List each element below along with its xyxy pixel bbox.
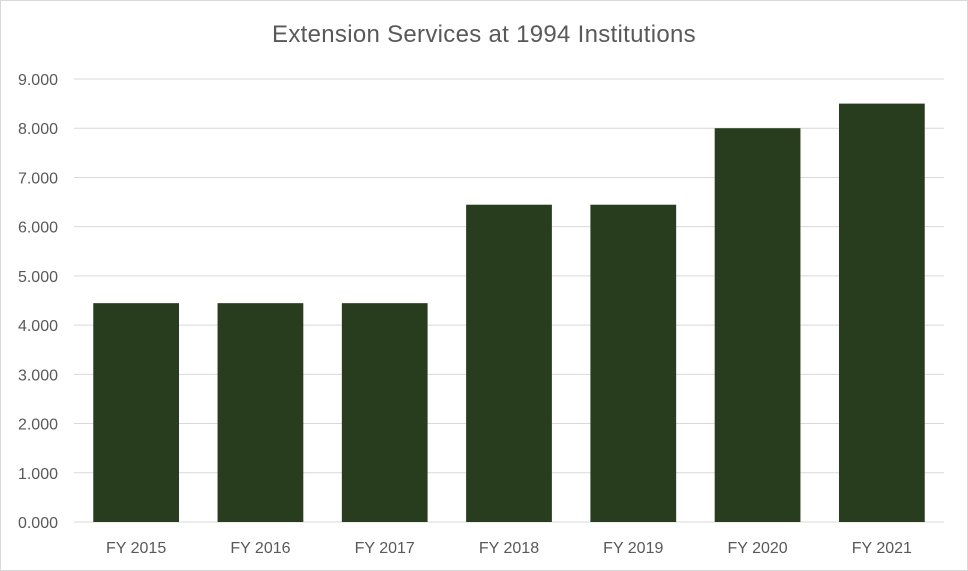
bar-fy-2015 [93,303,180,522]
y-tick-label: 9.000 [18,72,58,89]
y-tick-label: 2.000 [18,417,58,434]
x-tick-label: FY 2020 [727,540,787,557]
x-tick-label: FY 2015 [106,540,166,557]
x-tick-label: FY 2018 [479,540,539,557]
x-tick-label: FY 2017 [355,540,415,557]
bar-fy-2020 [714,128,801,522]
y-tick-label: 0.000 [18,515,58,532]
chart-title: Extension Services at 1994 Institutions [272,21,696,48]
bar-fy-2017 [341,303,428,522]
bar-fy-2019 [590,204,677,522]
bar-fy-2016 [217,303,304,522]
bars [93,103,925,522]
y-tick-label: 5.000 [18,269,58,286]
y-tick-label: 7.000 [18,170,58,187]
x-tick-label: FY 2016 [230,540,290,557]
bar-fy-2021 [838,103,925,522]
bar-fy-2018 [466,204,552,522]
y-tick-label: 1.000 [18,466,58,483]
y-tick-label: 3.000 [18,367,58,384]
x-tick-label: FY 2019 [603,540,663,557]
y-tick-label: 6.000 [18,220,58,237]
x-tick-label: FY 2021 [852,540,912,557]
y-tick-label: 8.000 [18,121,58,138]
y-axis-tick-labels: 0.000 1.000 2.000 3.000 4.000 5.000 6.000 7.000… [18,72,58,532]
x-axis-tick-labels: FY 2015 FY 2016 FY 2017 FY 2018 FY 2019 FY 20… [106,540,912,557]
y-tick-label: 4.000 [18,318,58,335]
